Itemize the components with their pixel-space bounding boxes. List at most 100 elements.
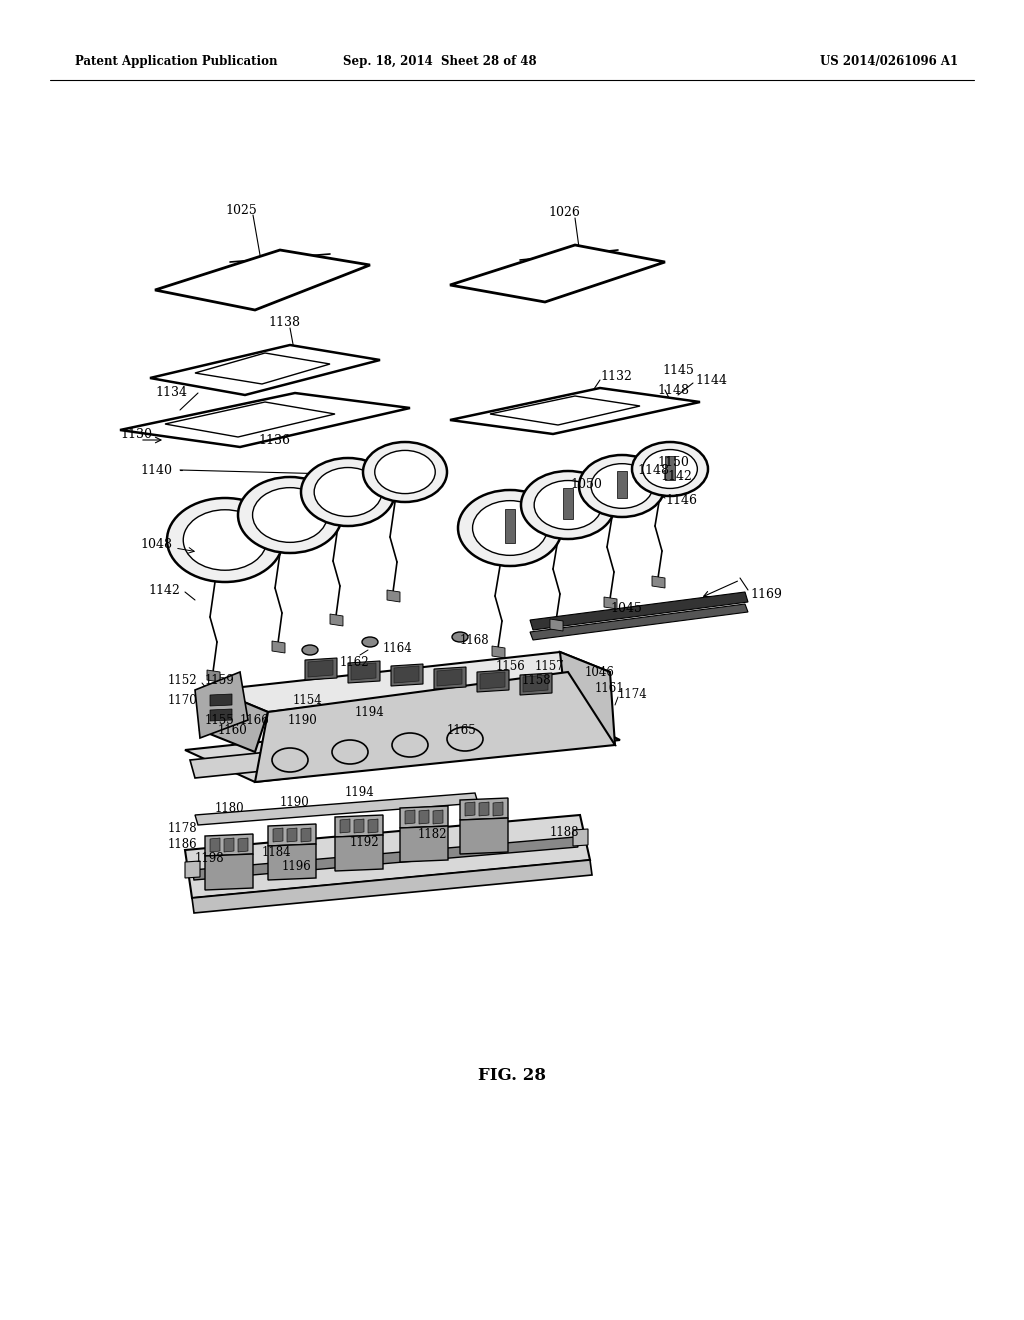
Polygon shape <box>351 663 376 680</box>
Polygon shape <box>335 836 383 871</box>
Polygon shape <box>406 810 415 824</box>
Text: 1178: 1178 <box>168 821 198 834</box>
Polygon shape <box>433 810 443 824</box>
Polygon shape <box>272 642 285 653</box>
Polygon shape <box>348 661 380 682</box>
Polygon shape <box>195 793 478 825</box>
Text: 1152: 1152 <box>168 673 198 686</box>
Polygon shape <box>210 838 220 851</box>
Polygon shape <box>150 345 380 395</box>
Polygon shape <box>400 826 449 862</box>
Text: 1150: 1150 <box>657 455 689 469</box>
Text: 1170: 1170 <box>168 693 198 706</box>
Polygon shape <box>210 709 232 721</box>
Ellipse shape <box>238 477 342 553</box>
Polygon shape <box>492 645 505 657</box>
Text: 1045: 1045 <box>610 602 642 615</box>
Text: 1026: 1026 <box>548 206 580 219</box>
Polygon shape <box>155 249 370 310</box>
Text: 1142: 1142 <box>148 583 180 597</box>
Ellipse shape <box>362 638 378 647</box>
Polygon shape <box>330 614 343 626</box>
Polygon shape <box>354 818 364 833</box>
Text: 1159: 1159 <box>205 673 234 686</box>
Polygon shape <box>205 854 253 890</box>
Polygon shape <box>207 671 220 682</box>
Polygon shape <box>450 388 700 434</box>
Text: FIG. 28: FIG. 28 <box>478 1067 546 1084</box>
Polygon shape <box>523 675 548 692</box>
Text: 1148: 1148 <box>657 384 689 396</box>
Text: 1198: 1198 <box>195 851 224 865</box>
Text: 1156: 1156 <box>496 660 525 673</box>
Polygon shape <box>479 803 489 816</box>
Ellipse shape <box>579 455 665 517</box>
Text: 1196: 1196 <box>282 861 311 874</box>
Ellipse shape <box>167 498 283 582</box>
Ellipse shape <box>535 480 602 529</box>
Text: 1169: 1169 <box>750 589 782 602</box>
Text: 1048: 1048 <box>140 539 172 552</box>
Text: 1190: 1190 <box>280 796 309 808</box>
Polygon shape <box>391 664 423 686</box>
Polygon shape <box>200 690 268 752</box>
Ellipse shape <box>301 458 395 525</box>
Polygon shape <box>301 828 311 842</box>
Polygon shape <box>238 838 248 851</box>
Ellipse shape <box>183 510 267 570</box>
Polygon shape <box>185 814 590 898</box>
Text: 1188: 1188 <box>550 825 580 838</box>
Polygon shape <box>505 510 515 544</box>
Ellipse shape <box>643 450 697 488</box>
Polygon shape <box>450 246 665 302</box>
Polygon shape <box>193 861 592 913</box>
Text: 1130: 1130 <box>120 429 152 441</box>
Polygon shape <box>490 396 640 425</box>
Text: 1162: 1162 <box>340 656 370 669</box>
Text: 1161: 1161 <box>595 681 625 694</box>
Text: Patent Application Publication: Patent Application Publication <box>75 55 278 69</box>
Text: 1160: 1160 <box>218 723 248 737</box>
Polygon shape <box>195 352 330 384</box>
Text: 1190: 1190 <box>288 714 317 726</box>
Polygon shape <box>165 403 335 437</box>
Ellipse shape <box>375 450 435 494</box>
Text: 1136: 1136 <box>258 433 290 446</box>
Polygon shape <box>477 671 509 692</box>
Polygon shape <box>550 619 563 631</box>
Polygon shape <box>287 828 297 842</box>
Text: 1180: 1180 <box>215 801 245 814</box>
Polygon shape <box>335 814 383 837</box>
Polygon shape <box>185 861 200 878</box>
Text: 1164: 1164 <box>383 642 413 655</box>
Ellipse shape <box>472 500 548 556</box>
Text: 1146: 1146 <box>665 494 697 507</box>
Text: 1050: 1050 <box>570 479 602 491</box>
Polygon shape <box>190 722 565 777</box>
Polygon shape <box>224 838 234 851</box>
Text: 1194: 1194 <box>345 787 375 800</box>
Polygon shape <box>210 694 232 706</box>
Text: 1182: 1182 <box>418 829 447 842</box>
Ellipse shape <box>452 632 468 642</box>
Text: 1168: 1168 <box>460 634 489 647</box>
Polygon shape <box>120 393 410 447</box>
Polygon shape <box>195 672 248 738</box>
Polygon shape <box>573 829 588 846</box>
Polygon shape <box>268 843 316 880</box>
Polygon shape <box>520 673 552 696</box>
Text: 1157: 1157 <box>535 660 565 673</box>
Polygon shape <box>434 667 466 689</box>
Ellipse shape <box>521 471 615 539</box>
Text: 1144: 1144 <box>695 374 727 387</box>
Polygon shape <box>493 803 503 816</box>
Ellipse shape <box>458 490 562 566</box>
Text: 1192: 1192 <box>350 836 380 849</box>
Text: 1148: 1148 <box>637 463 669 477</box>
Polygon shape <box>400 807 449 828</box>
Polygon shape <box>387 590 400 602</box>
Polygon shape <box>205 834 253 855</box>
Text: US 2014/0261096 A1: US 2014/0261096 A1 <box>820 55 958 69</box>
Text: 1138: 1138 <box>268 317 300 330</box>
Text: 1155: 1155 <box>205 714 234 726</box>
